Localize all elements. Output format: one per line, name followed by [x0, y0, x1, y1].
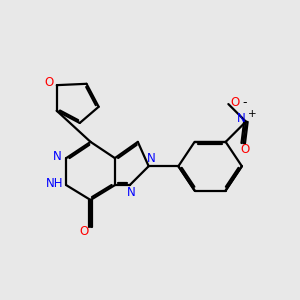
- Text: N: N: [52, 150, 61, 163]
- Text: +: +: [248, 109, 256, 118]
- Text: N: N: [237, 112, 245, 125]
- Text: -: -: [243, 96, 248, 109]
- Text: O: O: [230, 96, 240, 109]
- Text: O: O: [79, 225, 88, 238]
- Text: O: O: [240, 143, 249, 156]
- Text: O: O: [44, 76, 53, 89]
- Text: NH: NH: [46, 177, 64, 190]
- Text: N: N: [147, 152, 156, 165]
- Text: N: N: [127, 186, 136, 199]
